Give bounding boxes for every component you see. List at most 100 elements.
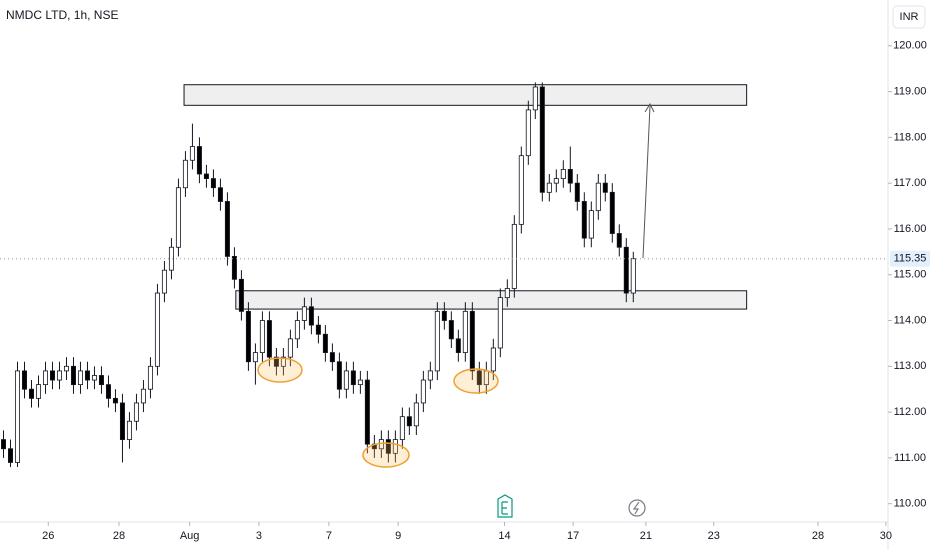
- candle-body: [455, 338, 461, 353]
- candle-body: [357, 379, 363, 386]
- candle-body: [119, 402, 125, 440]
- candle-body: [168, 246, 174, 271]
- candle-body: [567, 169, 573, 184]
- candle-body: [392, 439, 398, 454]
- last-price-badge: [890, 250, 930, 267]
- candle-body: [364, 379, 370, 445]
- chart-title: NMDC LTD, 1h, NSE: [6, 8, 118, 22]
- y-tick-label: 110.00: [894, 498, 927, 510]
- y-tick-label: 117.00: [894, 177, 927, 189]
- highlight-ellipse: [453, 368, 499, 394]
- candle-body: [7, 448, 13, 463]
- x-tick-label: 7: [326, 530, 332, 542]
- candle-body: [203, 173, 209, 179]
- candle-body: [161, 269, 167, 294]
- candle-body: [35, 384, 41, 399]
- candle-body: [280, 356, 286, 367]
- candle-body: [560, 169, 566, 179]
- x-tick-label: Aug: [180, 530, 200, 542]
- candle-body: [259, 320, 265, 353]
- candle-body: [350, 370, 356, 386]
- currency-button[interactable]: [892, 5, 926, 29]
- price-zone: [183, 84, 748, 106]
- candle-body: [98, 375, 104, 386]
- x-tick-label: 14: [498, 530, 510, 542]
- candle-body: [315, 324, 321, 335]
- y-tick-label: 120.00: [893, 40, 927, 52]
- candle-body: [308, 306, 314, 326]
- candle-body: [28, 388, 34, 399]
- axes: 110.00 111.00 112.00 113.00 114.00 115.00 116.…: [0, 40, 930, 542]
- x-tick-label: 26: [42, 530, 54, 542]
- candle-body: [42, 370, 48, 386]
- candle-body: [434, 310, 440, 372]
- candle-body: [217, 187, 223, 202]
- dividend-icon[interactable]: [628, 499, 646, 517]
- candle-body: [623, 246, 629, 294]
- candle-body: [91, 375, 97, 381]
- dividend-glyph: [632, 501, 640, 515]
- candle-body: [133, 402, 139, 422]
- x-tick-label: 28: [812, 530, 824, 542]
- candle-body: [462, 310, 468, 353]
- candle-body: [385, 439, 391, 454]
- candle-body: [0, 439, 6, 450]
- candle-body: [630, 258, 636, 294]
- candles: [0, 82, 636, 468]
- highlight-ellipse: [362, 442, 410, 468]
- candle-body: [588, 210, 594, 239]
- last-price-label: 115.35: [894, 253, 927, 265]
- candle-body: [231, 256, 237, 280]
- x-tick-label: 3: [256, 530, 262, 542]
- candle-body: [294, 320, 300, 340]
- x-tick-label: 9: [395, 530, 401, 542]
- x-tick-label: 17: [567, 530, 579, 542]
- candle-body: [196, 146, 202, 175]
- candle-body: [504, 288, 510, 299]
- candle-body: [448, 320, 454, 340]
- candle-body: [497, 297, 503, 349]
- y-tick-label: 113.00: [894, 360, 927, 372]
- candle-body: [532, 86, 538, 111]
- candle-body: [616, 233, 622, 248]
- y-tick-label: 112.00: [894, 406, 927, 418]
- candle-body: [490, 347, 496, 372]
- candle-body: [287, 338, 293, 358]
- x-tick-label: 30: [880, 530, 892, 542]
- candle-body: [63, 365, 69, 372]
- earnings-glyph: [501, 501, 508, 515]
- candle-body: [539, 86, 545, 193]
- highlight-ellipse: [257, 357, 303, 383]
- candle-body: [189, 146, 195, 161]
- candle-body: [147, 365, 153, 390]
- candle-body: [511, 223, 517, 289]
- candle-body: [154, 292, 160, 367]
- candle-body: [399, 416, 405, 440]
- candle-body: [595, 182, 601, 212]
- arrow-head: [644, 102, 655, 113]
- candle-body: [84, 370, 90, 381]
- candle-body: [476, 370, 482, 386]
- y-tick-label: 116.00: [894, 223, 927, 235]
- candle-body: [336, 361, 342, 390]
- candle-body: [49, 370, 55, 381]
- candle-body: [441, 310, 447, 321]
- candle-body: [245, 310, 251, 363]
- candle-body: [175, 187, 181, 248]
- candle-body: [70, 365, 76, 386]
- candle-body: [126, 420, 132, 440]
- price-zone: [235, 290, 748, 310]
- candle-body: [553, 178, 559, 184]
- y-tick-label: 115.00: [894, 269, 927, 281]
- candle-body: [273, 356, 279, 367]
- x-tick-label: 28: [113, 530, 125, 542]
- annotations: [257, 102, 655, 468]
- candle-body: [140, 388, 146, 404]
- event-icons: [497, 494, 646, 518]
- candle-body: [322, 333, 328, 353]
- candle-body: [518, 155, 524, 225]
- candle-body: [238, 278, 244, 312]
- zones: [183, 84, 748, 310]
- candle-body: [427, 370, 433, 381]
